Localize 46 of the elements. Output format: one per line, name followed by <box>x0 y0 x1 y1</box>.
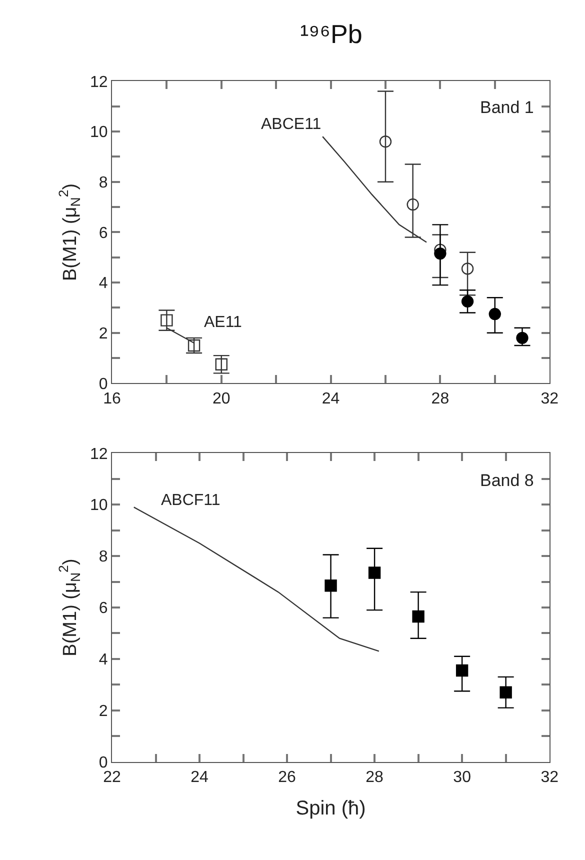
x-tick-label: 32 <box>540 769 559 786</box>
x-axis-title: Spin (ħ) <box>296 798 366 820</box>
point <box>488 308 501 320</box>
x-tick-label: 22 <box>103 769 121 786</box>
y-tick-label: 12 <box>90 446 108 463</box>
point <box>456 664 468 677</box>
x-tick-label: 30 <box>453 769 472 786</box>
point <box>434 248 446 260</box>
y-tick-label: 4 <box>98 652 108 669</box>
annotation: ABCF11 <box>161 492 220 509</box>
annotation: ABCE11 <box>261 116 322 133</box>
point <box>461 262 474 275</box>
point <box>379 136 392 148</box>
line-series <box>133 506 380 652</box>
point <box>324 580 337 592</box>
y-tick-label: 0 <box>98 376 108 393</box>
point <box>406 198 419 211</box>
y-tick-label: 0 <box>98 754 108 772</box>
point <box>368 566 381 579</box>
x-tick-label: 32 <box>540 390 559 408</box>
y-tick-label: 12 <box>90 74 108 91</box>
line-series <box>322 136 428 243</box>
annotation: AE11 <box>204 314 242 331</box>
annotation: Band 1 <box>480 98 534 117</box>
x-tick-label: 16 <box>103 390 121 408</box>
annotation: Band 8 <box>480 471 534 490</box>
y-tick-label: 8 <box>98 548 108 566</box>
x-tick-label: 28 <box>431 390 450 408</box>
y-tick-label: 10 <box>90 497 108 514</box>
x-tick-label: 24 <box>322 390 340 408</box>
point <box>500 686 512 698</box>
x-tick-label: 26 <box>278 769 296 786</box>
y-tick-label: 6 <box>98 224 108 242</box>
x-tick-label: 28 <box>366 769 384 786</box>
point <box>516 332 528 344</box>
y-tick-label: 6 <box>98 600 108 618</box>
x-tick-label: 20 <box>212 390 230 408</box>
point <box>461 295 474 308</box>
y-tick-label: 2 <box>98 702 108 720</box>
y-tick-label: 8 <box>98 174 108 192</box>
x-tick-label: 24 <box>190 769 209 786</box>
point <box>412 610 424 623</box>
chart-title: ¹⁹⁶Pb <box>300 19 362 49</box>
y-tick-label: 10 <box>90 124 108 142</box>
y-tick-label: 4 <box>98 275 108 292</box>
y-tick-label: 2 <box>98 325 108 342</box>
